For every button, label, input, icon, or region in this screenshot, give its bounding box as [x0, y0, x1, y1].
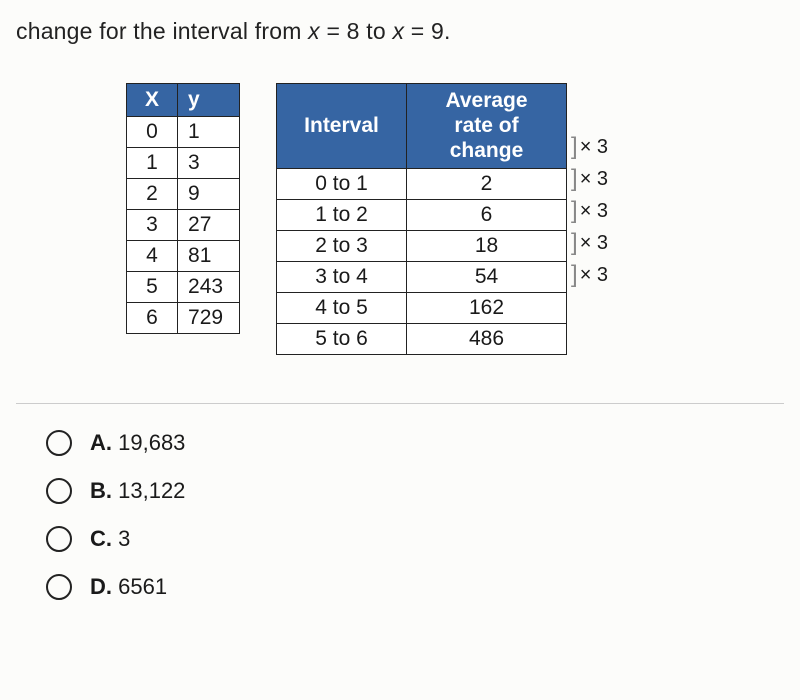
table-row: 13: [127, 148, 240, 179]
rate-cell-rate: 6: [407, 199, 567, 230]
rate-header-rate: Average rate of change: [407, 84, 567, 169]
rate-cell-interval: 2 to 3: [277, 230, 407, 261]
radio-icon: [46, 478, 72, 504]
rate-cell-rate: 162: [407, 292, 567, 323]
multiplier: ]× 3: [571, 131, 608, 163]
question-eq2: = 9.: [404, 18, 450, 44]
xy-cell-y: 9: [178, 179, 240, 210]
xy-header-x: X: [127, 84, 178, 117]
table-row: 3 to 454: [277, 261, 567, 292]
xy-cell-y: 81: [178, 241, 240, 272]
question-fragment: change for the interval from x = 8 to x …: [16, 18, 784, 45]
rate-cell-interval: 4 to 5: [277, 292, 407, 323]
rate-cell-rate: 54: [407, 261, 567, 292]
bracket-icon: ]: [571, 136, 578, 158]
option-c[interactable]: C. 3: [46, 526, 784, 552]
xy-cell-x: 3: [127, 210, 178, 241]
table-row: 0 to 12: [277, 168, 567, 199]
xy-header-row: X y: [127, 84, 240, 117]
option-text: 13,122: [118, 478, 185, 503]
multipliers-column: ]× 3 ]× 3 ]× 3 ]× 3 ]× 3: [571, 131, 608, 291]
rate-cell-interval: 1 to 2: [277, 199, 407, 230]
xy-cell-x: 5: [127, 272, 178, 303]
xy-cell-y: 1: [178, 117, 240, 148]
rate-cell-interval: 5 to 6: [277, 323, 407, 354]
question-var2: x: [392, 18, 404, 44]
option-label: A. 19,683: [90, 430, 185, 456]
rate-table: Interval Average rate of change 0 to 1 2 …: [276, 83, 567, 355]
question-prefix: change for the interval from: [16, 18, 308, 44]
option-text: 6561: [118, 574, 167, 599]
option-a[interactable]: A. 19,683: [46, 430, 784, 456]
option-label: B. 13,122: [90, 478, 185, 504]
option-letter: D.: [90, 574, 112, 599]
xy-header-y: y: [178, 84, 240, 117]
rate-header-row: Interval Average rate of change: [277, 84, 567, 169]
option-d[interactable]: D. 6561: [46, 574, 784, 600]
xy-cell-x: 0: [127, 117, 178, 148]
table-row: 327: [127, 210, 240, 241]
xy-cell-y: 27: [178, 210, 240, 241]
multiplier-label: × 3: [580, 136, 608, 159]
xy-cell-y: 3: [178, 148, 240, 179]
question-var1: x: [308, 18, 320, 44]
bracket-icon: ]: [571, 232, 578, 254]
table-row: 4 to 5162: [277, 292, 567, 323]
radio-icon: [46, 430, 72, 456]
table-row: 01: [127, 117, 240, 148]
rate-cell-rate: 486: [407, 323, 567, 354]
table-row: 1 to 26: [277, 199, 567, 230]
xy-cell-y: 729: [178, 303, 240, 334]
option-letter: A.: [90, 430, 112, 455]
table-row: 5243: [127, 272, 240, 303]
table-row: 2 to 318: [277, 230, 567, 261]
xy-cell-x: 6: [127, 303, 178, 334]
option-text: 19,683: [118, 430, 185, 455]
bracket-icon: ]: [571, 200, 578, 222]
xy-cell-x: 2: [127, 179, 178, 210]
bracket-icon: ]: [571, 264, 578, 286]
table-row: 29: [127, 179, 240, 210]
multiplier: ]× 3: [571, 195, 608, 227]
option-b[interactable]: B. 13,122: [46, 478, 784, 504]
table-row: 481: [127, 241, 240, 272]
xy-cell-y: 243: [178, 272, 240, 303]
multiplier-label: × 3: [580, 200, 608, 223]
multiplier: ]× 3: [571, 163, 608, 195]
rate-cell-rate: 18: [407, 230, 567, 261]
rate-header-interval: Interval: [277, 84, 407, 169]
rate-cell-rate: 2: [407, 168, 567, 199]
xy-table: X y 01 13 29 327 481 5243 6729: [126, 83, 240, 334]
option-text: 3: [118, 526, 130, 551]
rate-cell-interval: 3 to 4: [277, 261, 407, 292]
bracket-icon: ]: [571, 168, 578, 190]
xy-cell-x: 4: [127, 241, 178, 272]
section-divider: [16, 403, 784, 404]
tables-container: X y 01 13 29 327 481 5243 6729 Interval …: [126, 83, 784, 355]
option-letter: C.: [90, 526, 112, 551]
rate-cell-interval: 0 to 1: [277, 168, 407, 199]
multiplier: ]× 3: [571, 227, 608, 259]
option-letter: B.: [90, 478, 112, 503]
multiplier-label: × 3: [580, 232, 608, 255]
answer-options: A. 19,683 B. 13,122 C. 3 D. 6561: [46, 430, 784, 600]
multiplier-label: × 3: [580, 168, 608, 191]
radio-icon: [46, 526, 72, 552]
question-eq1: = 8 to: [320, 18, 393, 44]
multiplier-label: × 3: [580, 264, 608, 287]
option-label: D. 6561: [90, 574, 167, 600]
xy-cell-x: 1: [127, 148, 178, 179]
rate-table-wrap: Interval Average rate of change 0 to 1 2 …: [276, 83, 608, 355]
radio-icon: [46, 574, 72, 600]
multiplier: ]× 3: [571, 259, 608, 291]
table-row: 5 to 6486: [277, 323, 567, 354]
option-label: C. 3: [90, 526, 130, 552]
table-row: 6729: [127, 303, 240, 334]
